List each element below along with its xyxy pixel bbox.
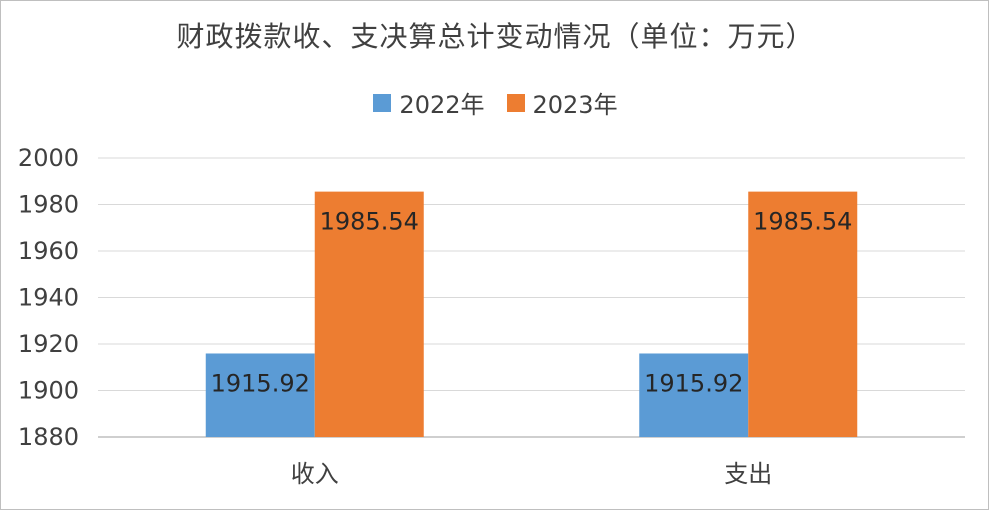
x-tick-label-0: 收入	[291, 460, 339, 488]
legend-item-2023: 2023年	[506, 85, 618, 120]
data-label-2022-1: 1915.92	[644, 369, 743, 397]
data-label-2022-0: 1915.92	[211, 369, 310, 397]
chart-title: 财政拨款收、支决算总计变动情况（单位：万元）	[176, 20, 815, 53]
legend: 2022年 2023年	[1, 85, 989, 120]
bar-2023-1	[748, 191, 858, 437]
bar-2022-1	[639, 353, 749, 437]
legend-item-2022: 2022年	[373, 85, 485, 120]
legend-label-2023: 2023年	[532, 91, 618, 119]
y-tick-label-1880: 1880	[18, 423, 79, 451]
y-tick-label-2000: 2000	[18, 144, 79, 172]
x-tick-label-1: 支出	[724, 460, 772, 488]
legend-swatch-2023	[506, 93, 525, 112]
bar-2023-0	[314, 191, 424, 437]
legend-label-2022: 2022年	[399, 91, 485, 119]
legend-swatch-2022	[373, 93, 392, 112]
data-label-2023-1: 1985.54	[753, 208, 852, 236]
y-tick-label-1940: 1940	[18, 284, 79, 312]
bar-2022-0	[205, 353, 315, 437]
y-tick-label-1980: 1980	[18, 191, 79, 219]
y-tick-label-1960: 1960	[18, 237, 79, 265]
data-label-2023-0: 1985.54	[320, 208, 419, 236]
y-tick-label-1900: 1900	[18, 377, 79, 405]
y-tick-label-1920: 1920	[18, 330, 79, 358]
